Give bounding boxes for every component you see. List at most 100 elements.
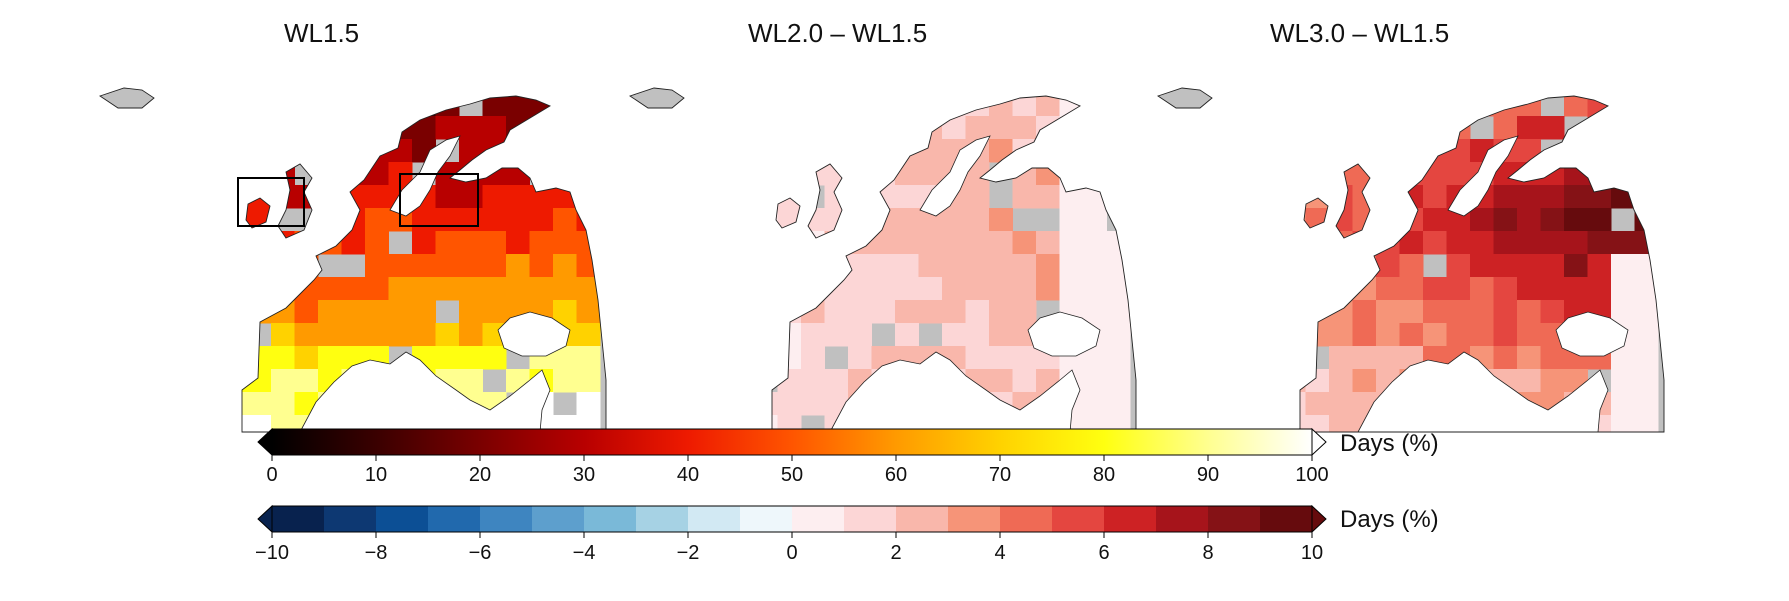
- colorbar-difference-tick-label: 6: [1098, 542, 1110, 564]
- grid-cell: [801, 346, 825, 370]
- grid-cell: [1399, 300, 1424, 324]
- grid-cell: [1540, 254, 1565, 278]
- grid-cell: [435, 346, 460, 370]
- grid-cell: [1036, 93, 1060, 117]
- grid-cell: [1423, 116, 1447, 140]
- coastline: [245, 197, 271, 229]
- colorbar-difference-tick-label: −10: [255, 542, 289, 564]
- colorbar-absolute-tick-label: 0: [266, 464, 278, 486]
- grid-cell: [1282, 277, 1306, 301]
- grid-cell: [1540, 369, 1565, 393]
- grid-cell: [1305, 162, 1330, 186]
- grid-cell: [1634, 116, 1659, 140]
- grid-cell: [1540, 231, 1565, 255]
- grid-cell: [942, 208, 966, 232]
- grid-cell: [1329, 185, 1353, 209]
- grid-cell: [965, 277, 990, 301]
- grid-cell: [553, 162, 577, 186]
- coastline: [775, 197, 801, 229]
- grid-cell: [1329, 254, 1353, 278]
- grid-cell: [1446, 254, 1471, 278]
- land-mask: [100, 88, 154, 108]
- grid-cell: [754, 139, 778, 163]
- grid-cell: [435, 116, 460, 140]
- grid-cell: [801, 323, 825, 347]
- grid-cell: [388, 88, 413, 94]
- grid-cell: [777, 162, 802, 186]
- grid-cell: [1305, 277, 1330, 301]
- grid-cell: [824, 231, 849, 255]
- grid-cell: [388, 300, 413, 324]
- grid-cell: [247, 392, 272, 416]
- grid-cell: [1305, 88, 1330, 94]
- grid-cell: [482, 254, 507, 278]
- grid-cell: [1540, 185, 1565, 209]
- grid-cell: [576, 369, 601, 393]
- colorbar-difference-segment: [1156, 506, 1209, 532]
- grid-cell: [435, 185, 460, 209]
- grid-cell: [871, 254, 896, 278]
- grid-cell: [529, 208, 554, 232]
- grid-cell: [1059, 139, 1084, 163]
- grid-cell: [895, 231, 919, 255]
- grid-cell: [1083, 277, 1107, 301]
- grid-cell: [1517, 323, 1541, 347]
- grid-cell: [341, 231, 366, 255]
- grid-cell: [1399, 208, 1424, 232]
- grid-cell: [942, 116, 966, 140]
- grid-cell: [1059, 185, 1084, 209]
- grid-cell: [1352, 254, 1377, 278]
- grid-cell: [576, 254, 601, 278]
- grid-cell: [529, 277, 554, 301]
- grid-cell: [1305, 116, 1330, 140]
- grid-cell: [247, 231, 272, 255]
- grid-cell: [1540, 88, 1565, 94]
- grid-cell: [482, 185, 507, 209]
- grid-cell: [553, 415, 577, 432]
- grid-cell: [1446, 277, 1471, 301]
- grid-cell: [1352, 277, 1377, 301]
- grid-cell: [341, 139, 366, 163]
- grid-cell: [294, 277, 319, 301]
- grid-cell: [1305, 93, 1330, 117]
- grid-cell: [1106, 369, 1131, 393]
- grid-cell: [1376, 208, 1400, 232]
- grid-cell: [1634, 139, 1659, 163]
- grid-cell: [777, 208, 802, 232]
- sea-area: [1555, 311, 1629, 357]
- grid-cell: [1083, 346, 1107, 370]
- grid-cell: [365, 277, 389, 301]
- grid-cell: [1517, 185, 1541, 209]
- grid-cell: [1329, 139, 1353, 163]
- grid-cell: [754, 346, 778, 370]
- grid-cell: [1036, 116, 1060, 140]
- grid-cell: [989, 346, 1013, 370]
- colorbar-absolute-body: [271, 428, 1313, 456]
- grid-cell: [1470, 300, 1494, 324]
- grid-cell: [989, 369, 1013, 393]
- grid-cell: [989, 88, 1013, 94]
- grid-cell: [506, 116, 530, 140]
- grid-cell: [576, 88, 601, 94]
- grid-cell: [1493, 277, 1518, 301]
- colorbar-difference-segment: [948, 506, 1001, 532]
- grid-cell: [1587, 93, 1612, 117]
- grid-cell: [918, 277, 943, 301]
- grid-cell: [1059, 88, 1084, 94]
- colorbar-absolute: [257, 427, 1327, 461]
- grid-cell: [224, 369, 248, 393]
- colorbar-difference-tick-label: −8: [364, 542, 388, 564]
- grid-cell: [1446, 300, 1471, 324]
- grid-cell: [388, 93, 413, 117]
- grid-cell: [1587, 231, 1612, 255]
- grid-cell: [459, 346, 483, 370]
- grid-cell: [801, 369, 825, 393]
- grid-cell: [1423, 323, 1447, 347]
- grid-cell: [1083, 93, 1107, 117]
- coastline: [771, 95, 1137, 433]
- grid-cell: [1493, 231, 1518, 255]
- grid-cell: [1106, 116, 1131, 140]
- grid-cell: [895, 88, 919, 94]
- colorbar-difference-segment: [584, 506, 637, 532]
- grid-cell: [459, 323, 483, 347]
